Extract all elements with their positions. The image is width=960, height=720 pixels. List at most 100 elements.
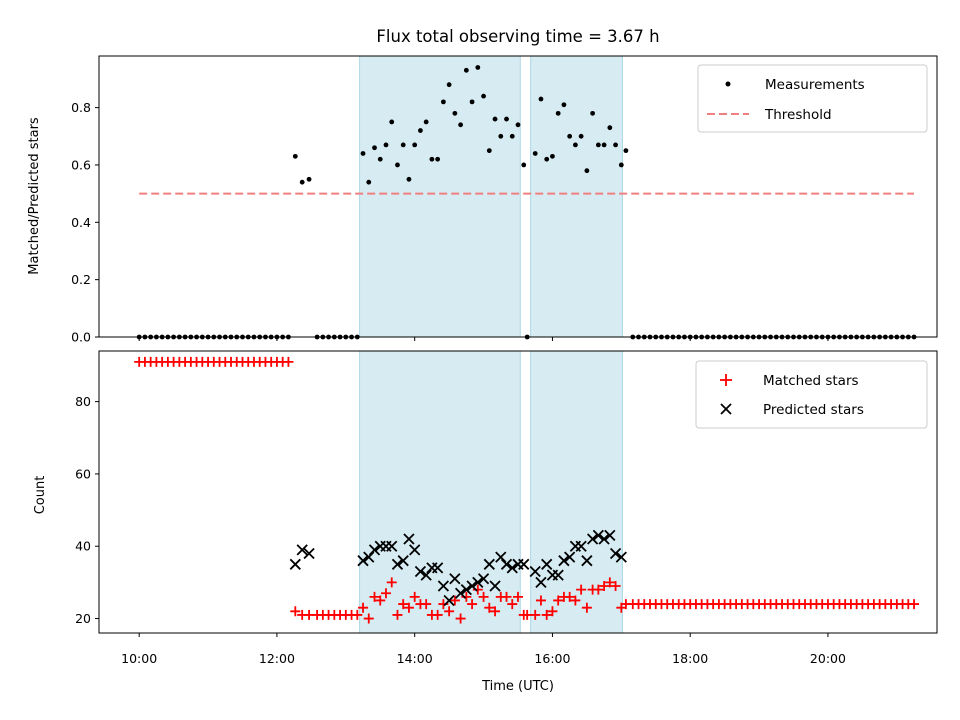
bottom-x-axis-label: Time (UTC) xyxy=(481,679,554,694)
measurement-point xyxy=(446,82,452,88)
predicted-star-point xyxy=(489,580,501,592)
shaded-interval xyxy=(359,350,521,634)
predicted-star-point xyxy=(604,529,616,542)
measurement-point xyxy=(383,142,389,148)
measurement-point xyxy=(578,133,584,139)
legend-predicted-marker xyxy=(720,403,732,415)
measurement-point xyxy=(299,179,305,185)
predicted-star-point xyxy=(460,583,472,596)
top-y-tick-label: 0.0 xyxy=(71,330,91,345)
predicted-star-point xyxy=(506,562,518,574)
predicted-star-point xyxy=(403,533,415,545)
matched-star-point xyxy=(513,591,523,602)
top-panel: 0.0 0.2 0.4 0.6 0.8 Flux total observing tim… xyxy=(27,27,938,345)
matched-star-point xyxy=(369,591,380,602)
x-tick-label: 12:00 xyxy=(259,651,295,666)
measurement-point xyxy=(509,133,515,139)
measurement-point xyxy=(532,151,538,156)
top-y-tick-label: 0.4 xyxy=(71,215,91,230)
matched-star-point xyxy=(375,595,386,606)
legend-measurements-label: Measurements xyxy=(765,77,865,93)
measurement-point xyxy=(423,119,429,125)
measurement-point xyxy=(555,110,561,116)
predicted-star-point xyxy=(535,576,547,589)
predicted-star-point xyxy=(363,551,375,563)
x-tick-label: 18:00 xyxy=(672,651,708,666)
measurement-point xyxy=(607,125,613,131)
predicted-star-point xyxy=(592,529,604,542)
matched-star-point xyxy=(490,606,501,617)
measurement-point xyxy=(515,122,521,128)
predicted-star-point xyxy=(518,558,530,570)
matched-star-point xyxy=(593,584,604,595)
bottom-shaded-intervals xyxy=(359,350,623,634)
predicted-star-point xyxy=(368,544,381,556)
measurement-point xyxy=(412,142,418,148)
predicted-star-point xyxy=(357,555,369,567)
predicted-star-point xyxy=(558,555,570,567)
predicted-star-point xyxy=(437,580,450,592)
measurement-point xyxy=(440,99,446,105)
predicted-star-point xyxy=(449,573,461,585)
matched-star-point xyxy=(421,599,432,610)
legend-threshold-label: Threshold xyxy=(764,107,832,123)
matched-star-point xyxy=(553,595,564,606)
measurement-point xyxy=(521,162,527,168)
legend-matched-label: Matched stars xyxy=(763,373,859,389)
measurement-point xyxy=(400,142,406,148)
top-axes-frame xyxy=(98,55,938,338)
matched-star-point xyxy=(610,581,621,591)
predicted-star-point xyxy=(466,580,478,592)
matched-star-point xyxy=(358,602,369,613)
measurement-point xyxy=(613,142,618,148)
bottom-legend-box xyxy=(695,360,928,429)
bottom-y-axis-label: Count xyxy=(33,476,48,515)
measurement-point xyxy=(458,122,464,128)
legend-predicted-label: Predicted stars xyxy=(763,402,864,418)
matched-star-point xyxy=(501,591,512,602)
top-legend: Measurements Threshold xyxy=(697,64,928,133)
matched-star-point xyxy=(581,602,592,613)
predicted-star-point xyxy=(443,594,455,607)
bottom-y-tick-label: 20 xyxy=(75,611,91,626)
matched-star-point xyxy=(409,591,420,602)
x-tick-label: 10:00 xyxy=(121,651,157,666)
predicted-star-point xyxy=(529,565,541,578)
measurement-point xyxy=(435,156,441,162)
matched-star-point xyxy=(392,609,403,620)
measurement-point xyxy=(395,162,400,168)
predicted-star-point xyxy=(391,558,404,570)
predicted-star-point xyxy=(564,551,576,563)
matched-star-point xyxy=(290,606,301,617)
top-y-tick-label: 0.6 xyxy=(71,157,91,172)
measurement-point xyxy=(292,153,298,159)
predicted-star-point xyxy=(552,569,564,581)
chart-title: Flux total observing time = 3.67 h xyxy=(376,27,659,46)
measurement-point xyxy=(463,67,469,73)
measurement-point xyxy=(584,168,590,174)
measurement-point xyxy=(601,142,607,148)
measurement-point xyxy=(544,156,550,162)
predicted-star-point xyxy=(495,551,507,563)
x-tick-label: 14:00 xyxy=(397,651,433,666)
predicted-star-point xyxy=(432,562,444,574)
top-y-tick-label: 0.8 xyxy=(71,100,91,115)
top-y-tick-label: 0.2 xyxy=(71,272,91,287)
measurement-point xyxy=(377,156,383,162)
bottom-axes-frame xyxy=(98,350,938,634)
predicted-star-point xyxy=(454,587,467,599)
measurement-point xyxy=(429,156,435,162)
matched-star-point xyxy=(564,591,575,602)
measurement-point xyxy=(623,148,629,154)
matched-star-point xyxy=(467,599,478,610)
matched-star-point xyxy=(283,356,294,367)
matched-star-point xyxy=(363,613,374,624)
measurement-point xyxy=(590,110,596,116)
matched-star-point xyxy=(380,588,391,599)
legend-measurements-marker xyxy=(725,81,731,87)
predicted-star-point xyxy=(615,551,627,563)
predicted-star-point xyxy=(500,558,513,570)
top-shaded-intervals xyxy=(359,55,623,338)
bottom-panel: 10:00 12:00 14:00 16:00 18:00 20:00 20406080 … xyxy=(33,350,938,694)
predicted-star-point xyxy=(303,547,315,560)
